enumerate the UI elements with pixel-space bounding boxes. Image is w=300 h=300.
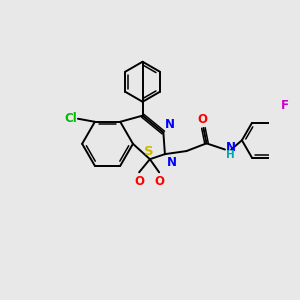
- Text: O: O: [134, 175, 144, 188]
- Text: S: S: [144, 146, 154, 158]
- Text: Cl: Cl: [64, 112, 77, 125]
- Text: N: N: [226, 142, 236, 154]
- Text: N: N: [167, 156, 176, 169]
- Text: O: O: [154, 175, 164, 188]
- Text: H: H: [226, 150, 235, 160]
- Text: O: O: [198, 113, 208, 126]
- Text: F: F: [280, 99, 288, 112]
- Text: N: N: [165, 118, 175, 131]
